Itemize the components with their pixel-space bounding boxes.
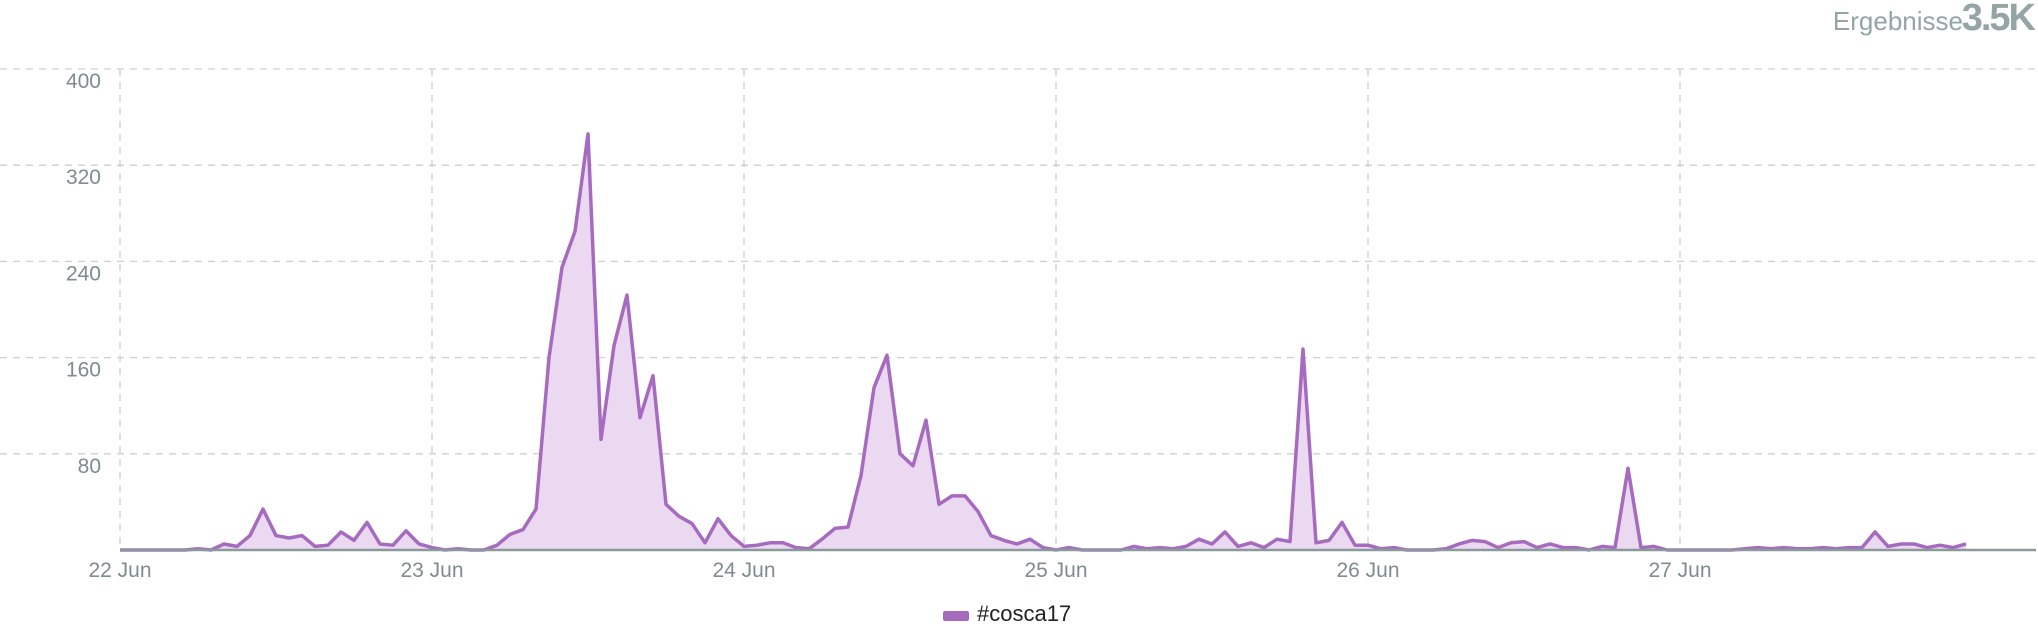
legend-swatch (943, 611, 969, 621)
header-label: Ergebnisse (1833, 6, 1963, 36)
x-tick-label: 23 Jun (400, 559, 463, 582)
x-tick-label: 25 Jun (1024, 559, 1087, 582)
area (120, 133, 1966, 550)
y-tick-label: 320 (66, 166, 101, 189)
x-tick-label: 22 Jun (88, 559, 151, 582)
header-value: 3.5K (1962, 0, 2037, 39)
x-tick-label: 27 Jun (1648, 559, 1711, 582)
y-tick-label: 400 (66, 70, 101, 93)
legend-label: #cosca17 (977, 601, 1071, 624)
y-tick-label: 80 (78, 455, 101, 478)
x-tick-label: 24 Jun (712, 559, 775, 582)
line (120, 132, 1967, 552)
y-tick-label: 160 (66, 359, 101, 382)
y-tick-label: 240 (66, 262, 101, 285)
x-tick-label: 26 Jun (1336, 559, 1399, 582)
